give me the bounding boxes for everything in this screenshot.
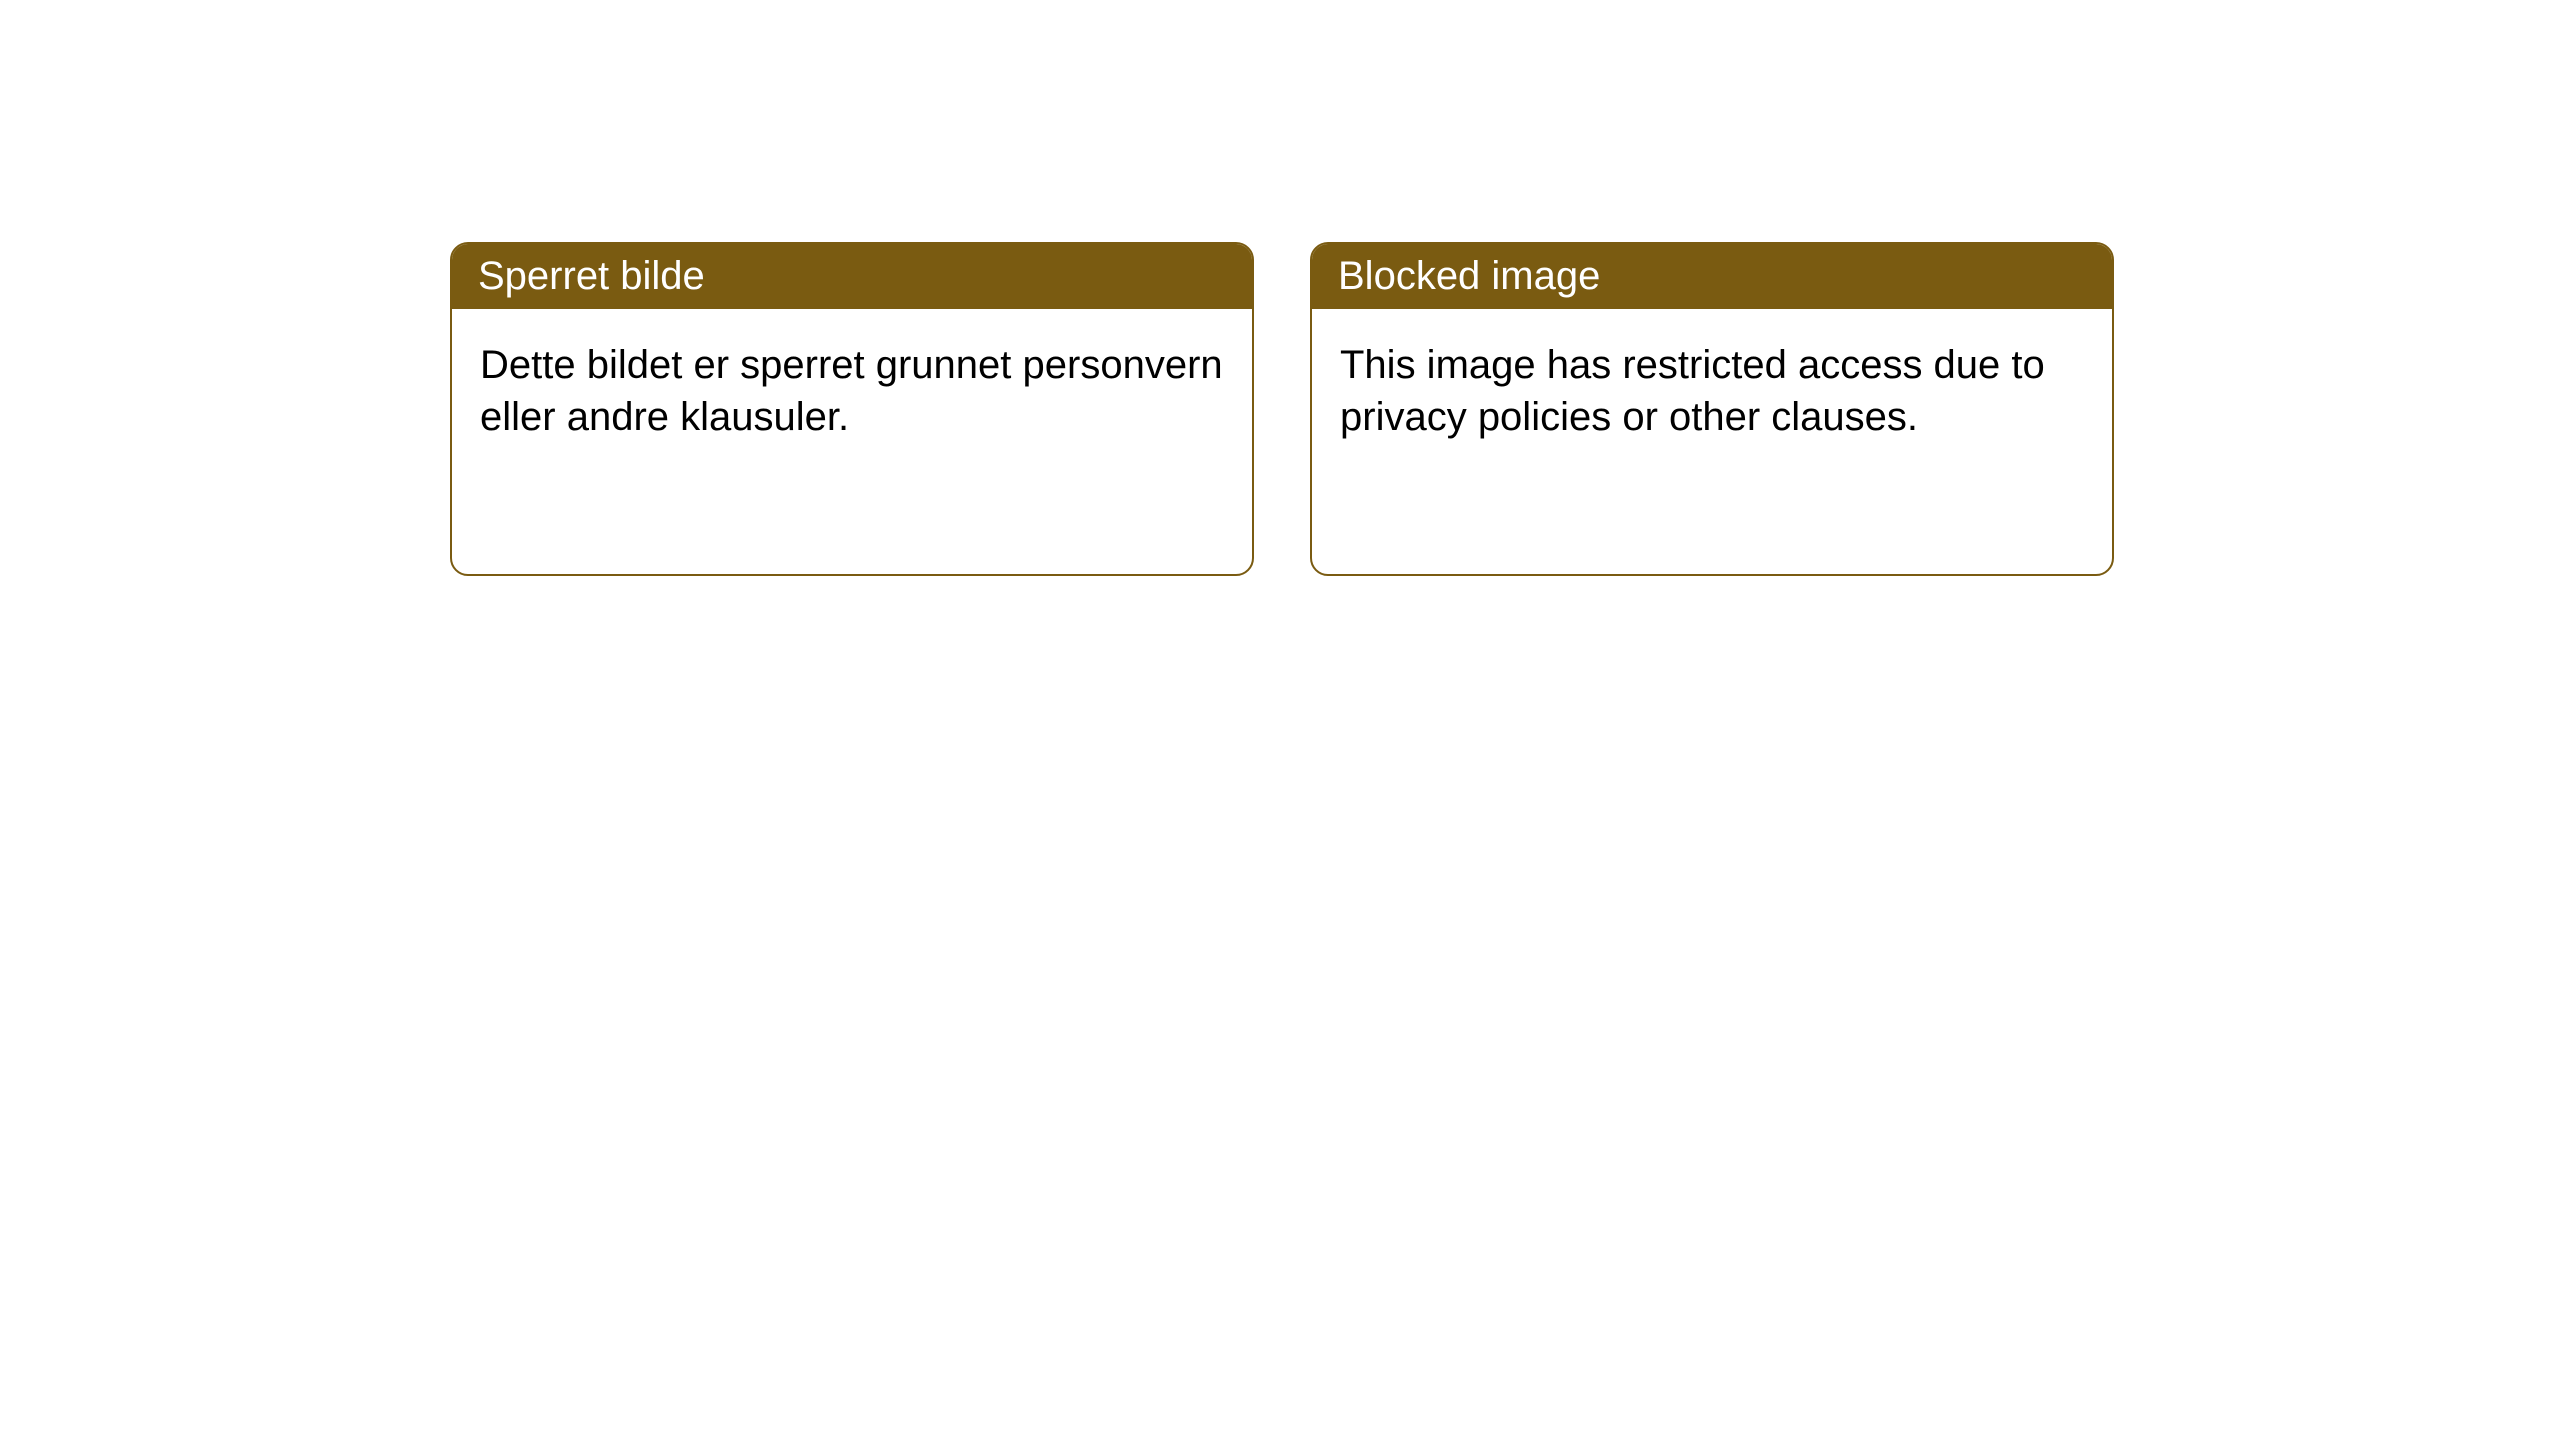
notice-container: Sperret bilde Dette bildet er sperret gr… [0,0,2560,576]
notice-body: This image has restricted access due to … [1312,309,2112,473]
notice-header: Sperret bilde [452,244,1252,309]
notice-title: Blocked image [1338,254,1600,298]
notice-text: This image has restricted access due to … [1340,343,2045,439]
notice-body: Dette bildet er sperret grunnet personve… [452,309,1252,473]
notice-header: Blocked image [1312,244,2112,309]
notice-card-norwegian: Sperret bilde Dette bildet er sperret gr… [450,242,1254,576]
notice-text: Dette bildet er sperret grunnet personve… [480,343,1223,439]
notice-card-english: Blocked image This image has restricted … [1310,242,2114,576]
notice-title: Sperret bilde [478,254,705,298]
